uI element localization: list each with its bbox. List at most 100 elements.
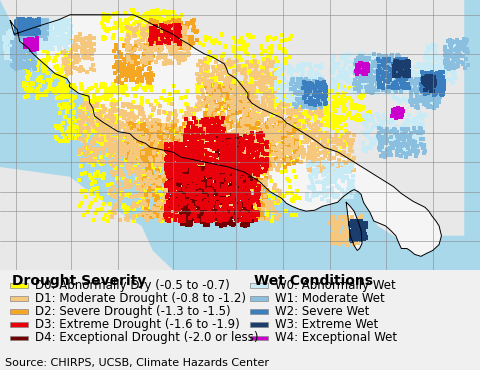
Point — [274, 60, 282, 65]
Point — [152, 120, 159, 125]
Point — [174, 90, 182, 95]
Point — [74, 55, 82, 61]
Point — [204, 123, 211, 129]
Point — [349, 77, 357, 83]
Point — [149, 118, 156, 124]
Point — [305, 76, 313, 82]
Point — [180, 168, 188, 174]
Point — [153, 206, 161, 212]
Point — [113, 78, 121, 84]
Point — [271, 108, 278, 114]
Point — [220, 151, 228, 157]
Point — [33, 31, 40, 37]
Point — [425, 86, 433, 92]
Point — [68, 64, 76, 70]
Point — [72, 118, 80, 124]
Point — [204, 87, 212, 93]
Point — [264, 75, 272, 81]
Point — [103, 116, 110, 122]
Point — [147, 213, 155, 219]
Point — [273, 63, 281, 69]
Point — [99, 118, 107, 124]
Point — [361, 222, 369, 228]
Point — [222, 63, 229, 69]
Point — [40, 26, 48, 32]
Point — [61, 93, 69, 99]
Point — [151, 191, 158, 196]
Point — [231, 149, 239, 155]
Point — [445, 58, 453, 64]
Point — [128, 153, 136, 159]
Point — [250, 154, 258, 160]
Point — [222, 191, 230, 197]
Point — [8, 46, 16, 51]
Point — [375, 144, 383, 149]
Point — [35, 20, 43, 26]
Point — [233, 141, 241, 147]
Point — [164, 44, 172, 50]
Point — [357, 90, 364, 95]
Point — [202, 212, 210, 218]
Point — [286, 36, 293, 42]
Point — [385, 130, 393, 135]
Point — [202, 204, 210, 210]
Point — [290, 118, 298, 124]
Point — [427, 78, 435, 84]
Point — [322, 97, 329, 102]
Point — [211, 166, 218, 172]
Point — [185, 160, 193, 166]
Point — [384, 135, 392, 141]
Point — [178, 30, 185, 36]
Point — [310, 111, 317, 117]
Point — [18, 52, 26, 58]
Point — [265, 108, 273, 114]
Point — [233, 210, 241, 216]
Point — [71, 41, 78, 47]
Point — [20, 37, 28, 43]
Point — [305, 133, 312, 139]
Point — [10, 27, 18, 33]
Point — [221, 101, 228, 107]
Point — [27, 42, 35, 48]
Point — [256, 128, 264, 134]
Point — [185, 150, 193, 156]
Point — [381, 79, 388, 85]
Point — [203, 121, 210, 127]
Point — [21, 54, 29, 60]
Point — [202, 148, 210, 154]
Point — [20, 20, 27, 26]
Point — [16, 33, 24, 39]
Point — [305, 122, 312, 128]
Point — [429, 43, 437, 49]
Point — [34, 36, 41, 41]
Point — [190, 169, 198, 175]
Point — [353, 221, 361, 226]
Point — [205, 93, 213, 99]
Point — [371, 122, 379, 128]
Point — [227, 121, 235, 127]
Point — [72, 44, 79, 50]
Point — [384, 126, 391, 132]
Point — [189, 158, 197, 164]
Point — [27, 61, 35, 67]
Point — [19, 36, 27, 42]
Point — [365, 64, 373, 70]
Point — [62, 88, 70, 94]
Point — [105, 218, 112, 224]
Point — [247, 80, 254, 86]
Point — [164, 21, 172, 27]
Point — [146, 41, 154, 47]
Point — [26, 64, 34, 70]
Point — [238, 175, 246, 181]
Point — [264, 149, 272, 155]
Point — [8, 56, 16, 62]
Point — [278, 115, 286, 121]
Point — [193, 158, 201, 164]
Point — [250, 165, 257, 171]
Point — [38, 18, 46, 24]
Point — [243, 218, 251, 223]
Point — [194, 134, 202, 139]
Point — [256, 170, 264, 176]
Point — [116, 20, 123, 26]
Point — [421, 85, 429, 91]
